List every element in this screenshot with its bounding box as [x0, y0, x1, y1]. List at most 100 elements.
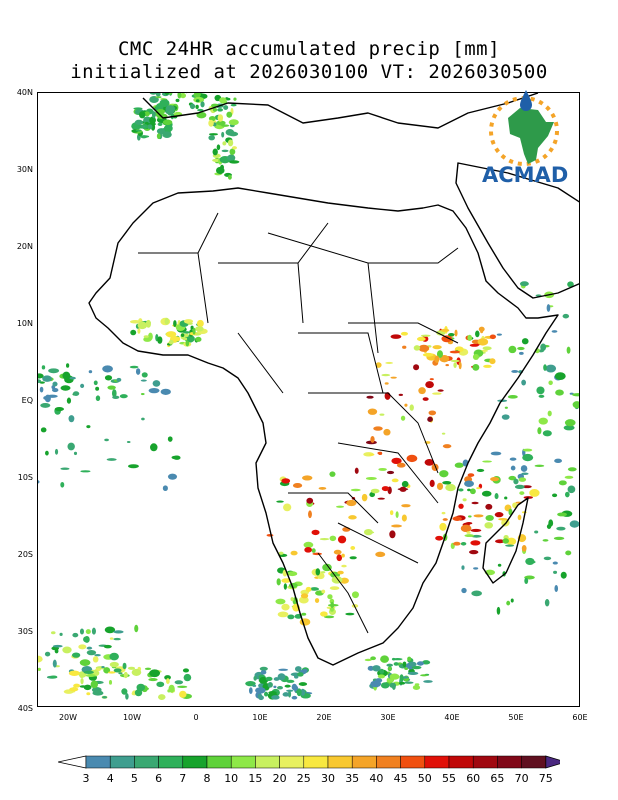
- colorbar-box: [206, 755, 232, 769]
- precip-cell: [248, 687, 253, 694]
- precip-cell: [308, 510, 312, 519]
- precip-cell: [536, 386, 545, 395]
- precip-cell: [164, 93, 170, 95]
- precip-cell: [418, 344, 430, 352]
- precip-cell: [432, 345, 442, 350]
- precip-cell: [434, 355, 440, 363]
- lat-tick-label: 20S: [17, 550, 33, 559]
- precip-cell: [111, 389, 117, 398]
- precip-cell: [86, 425, 91, 429]
- precip-cell: [45, 450, 49, 456]
- precip-cell: [137, 328, 141, 334]
- precip-cell: [212, 148, 218, 156]
- precip-cell: [157, 336, 163, 344]
- precip-cell: [52, 381, 58, 387]
- precip-cell: [162, 131, 172, 138]
- precip-cell: [52, 644, 63, 648]
- precip-cell: [255, 687, 266, 694]
- coastlines: [88, 93, 579, 666]
- precip-cell: [282, 692, 290, 697]
- precip-cell: [212, 108, 218, 112]
- precip-cell: [103, 644, 112, 649]
- precip-cell: [327, 594, 333, 600]
- precip-cell: [396, 462, 406, 468]
- precip-cell: [542, 430, 552, 437]
- precip-cell: [391, 478, 399, 483]
- precip-cell: [470, 528, 482, 532]
- precip-cell: [554, 372, 566, 380]
- lon-tick-label: 30E: [380, 713, 396, 722]
- precip-cell: [277, 611, 289, 618]
- precip-cell: [398, 681, 406, 685]
- precip-cell: [560, 571, 567, 579]
- precip-cell: [102, 695, 108, 699]
- precip-cell: [379, 413, 385, 416]
- precip-cell: [370, 680, 382, 688]
- precip-cell: [149, 116, 156, 125]
- precip-cell: [551, 330, 558, 333]
- precip-cell: [331, 576, 343, 584]
- precip-cell: [140, 379, 147, 382]
- precip-cell: [225, 129, 235, 136]
- precip-cell: [79, 628, 85, 635]
- precip-cell: [412, 685, 421, 691]
- precip-cell: [230, 103, 237, 107]
- madagascar-coastline: [482, 497, 529, 584]
- precip-cell: [553, 570, 558, 574]
- precip-cell: [38, 667, 41, 672]
- precip-cell: [545, 364, 557, 373]
- precip-cell: [290, 597, 294, 602]
- precip-cell: [143, 335, 149, 338]
- precip-cell: [80, 677, 84, 685]
- precip-cell: [366, 395, 374, 399]
- precip-cell: [184, 333, 189, 338]
- precip-cell: [416, 661, 424, 666]
- precip-cell: [404, 403, 408, 407]
- precip-cell: [383, 428, 391, 436]
- precip-cell: [341, 553, 345, 558]
- precip-cell: [567, 281, 574, 288]
- precip-cell: [109, 652, 119, 661]
- precip-cell: [107, 385, 116, 390]
- precip-cell: [521, 338, 529, 345]
- precip-cell: [160, 388, 171, 395]
- precip-cell: [149, 93, 158, 95]
- precip-cell: [319, 537, 330, 541]
- precip-cell: [400, 331, 408, 336]
- precip-cell: [129, 319, 141, 324]
- precip-cell: [391, 457, 402, 465]
- precip-cell: [221, 131, 225, 138]
- precip-cell: [80, 383, 85, 389]
- precip-cell: [554, 584, 559, 593]
- precip-cell: [151, 111, 156, 119]
- precip-cell: [369, 453, 375, 456]
- precip-cell: [388, 666, 392, 671]
- precip-cell: [195, 336, 202, 342]
- precip-cell: [192, 327, 196, 335]
- precip-cell: [283, 583, 287, 590]
- precip-cell: [436, 482, 444, 491]
- precip-cell: [291, 695, 298, 700]
- precip-cell: [104, 626, 116, 634]
- precip-cell: [227, 174, 232, 180]
- precip-cell: [143, 116, 152, 124]
- precip-cell: [349, 556, 357, 560]
- precip-cell: [496, 333, 502, 336]
- precip-cell: [425, 381, 434, 389]
- precip-cell: [311, 529, 320, 536]
- precip-cell: [454, 329, 458, 337]
- precip-cell: [80, 470, 91, 473]
- precip-cell: [104, 438, 109, 442]
- precip-cell: [522, 448, 533, 452]
- precip-cell: [127, 666, 136, 670]
- precip-cell: [467, 488, 471, 492]
- precip-cell: [216, 120, 226, 126]
- precip-cell: [333, 549, 342, 555]
- colorbar-box: [158, 755, 184, 769]
- precip-cell: [291, 683, 298, 691]
- precip-cell: [48, 368, 60, 374]
- precip-cell: [68, 670, 80, 676]
- precip-cell: [404, 667, 409, 670]
- colorbar-label: 35: [345, 772, 360, 785]
- precip-cell: [350, 545, 356, 550]
